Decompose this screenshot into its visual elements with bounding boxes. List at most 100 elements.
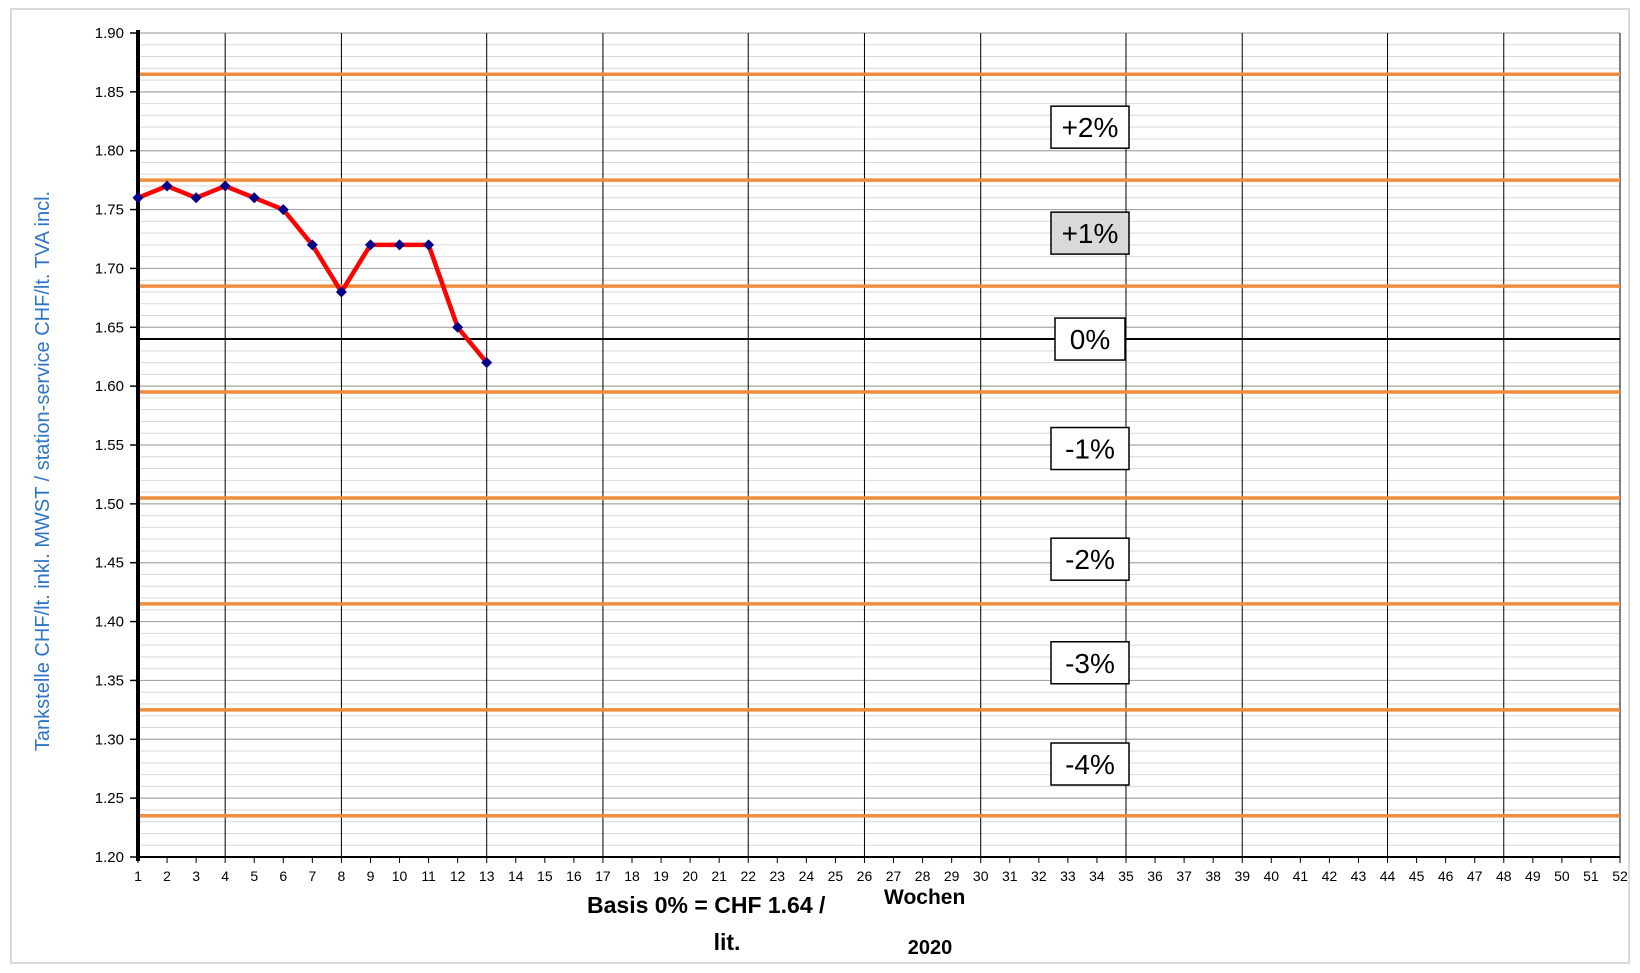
x-tick-label: 12 [450,868,466,884]
x-tick-label: 6 [279,868,287,884]
x-tick-label: 9 [367,868,375,884]
x-tick-label: 34 [1089,868,1105,884]
data-point [132,192,144,204]
data-point [335,286,347,298]
band-label-text: +1% [1062,218,1119,249]
x-tick-label: 39 [1234,868,1250,884]
band-label-box [1050,105,1130,149]
x-tick-label: 33 [1060,868,1076,884]
band-labels: +2% +1% 0% -1% -2% -3% -4% [1050,105,1130,786]
x-tick-label: 14 [508,868,524,884]
band-label-text: -1% [1065,434,1115,465]
data-point [306,239,318,251]
y-tick-labels: 1.20 1.25 1.30 1.35 1.40 1.45 1.50 1.55 1.60 1.65… [95,25,138,866]
x-tick-label: 52 [1612,868,1628,884]
data-point [161,180,173,192]
chart-frame [10,8,1630,964]
x-tick-label: 5 [250,868,258,884]
y-tick-label: 1.75 [95,202,124,219]
x-tick-label: 24 [799,868,815,884]
y-tick-label: 1.25 [95,790,124,807]
x-tick-label: 2 [163,868,171,884]
x-tick-label: 11 [421,868,436,884]
x-tick-label: 40 [1264,868,1280,884]
y-tick-label: 1.20 [95,849,124,866]
band-label-box [1054,317,1126,361]
data-point [481,357,493,369]
x-tick-label: 28 [915,868,931,884]
x-tick-label: 4 [221,868,229,884]
y-tick-label: 1.35 [95,672,124,689]
band-label-text: -4% [1065,749,1115,780]
x-tick-label: 26 [857,868,873,884]
x-tick-label: 21 [711,868,727,884]
y-tick-label: 1.80 [95,143,124,160]
data-point [277,204,289,216]
basis-label-line2: lit. [714,929,741,955]
y-tick-label: 1.50 [95,496,124,513]
x-tick-label: 45 [1409,868,1425,884]
data-point [452,321,464,333]
band-label-text: -3% [1065,648,1115,679]
x-tick-label: 44 [1380,868,1396,884]
y-axis-label: Tankstelle CHF/lt. inkl. MWST / station-… [32,191,54,751]
x-tick-label: 3 [192,868,200,884]
x-tick-label: 42 [1322,868,1338,884]
x-tick-label: 31 [1002,868,1018,884]
x-tick-label: 25 [828,868,844,884]
x-tick-label: 46 [1438,868,1454,884]
data-point [423,239,435,251]
x-tick-label: 35 [1118,868,1134,884]
x-tick-label: 16 [566,868,582,884]
year-label: 2020 [908,937,953,959]
x-tick-label: 1 [134,868,142,884]
band-label-box [1050,641,1130,685]
price-line [135,183,489,365]
x-tick-label: 18 [624,868,640,884]
x-tick-label: 43 [1351,868,1367,884]
band-label-text: 0% [1070,324,1110,355]
band-label-text: -2% [1065,544,1115,575]
y-tick-label: 1.90 [95,25,124,42]
y-tick-label: 1.30 [95,731,124,748]
y-tick-label: 1.55 [95,437,124,454]
data-point [190,192,202,204]
x-tick-label: 8 [338,868,346,884]
data-series [132,180,493,369]
y-tick-label: 1.60 [95,378,124,395]
data-point [394,239,406,251]
y-tick-label: 1.85 [95,84,124,101]
x-tick-label: 23 [770,868,786,884]
x-tick-label: 32 [1031,868,1047,884]
x-tick-label: 48 [1496,868,1512,884]
x-tick-label: 19 [653,868,669,884]
x-tick-label: 15 [537,868,553,884]
x-tick-label: 38 [1205,868,1221,884]
band-label-text: +2% [1062,112,1119,143]
x-axis-label: Wochen [884,886,965,909]
y-tick-label: 1.45 [95,555,124,572]
x-tick-label: 36 [1147,868,1163,884]
x-tick-label: 30 [973,868,989,884]
x-tick-label: 22 [740,868,756,884]
x-tick-label: 17 [595,868,611,884]
x-tick-label: 7 [308,868,316,884]
x-tick-label: 37 [1176,868,1192,884]
x-tick-label: 50 [1554,868,1570,884]
x-tick-label: 41 [1293,868,1309,884]
band-label-box [1050,426,1130,471]
x-tick-label: 51 [1583,868,1599,884]
data-point [219,180,231,192]
y-tick-label: 1.40 [95,614,124,631]
x-tick-label: 10 [392,868,408,884]
x-tick-label: 47 [1467,868,1483,884]
band-label-box [1050,742,1130,786]
x-tick-labels: 1 2 3 4 5 6 7 8 9 10 11 12 13 14 15 16 17 18 19 20 21 22 23 24 2… [134,857,1628,884]
x-tick-label: 27 [886,868,902,884]
band-label-box [1050,537,1130,581]
y-tick-label: 1.70 [95,260,124,277]
data-point [248,192,260,204]
x-tick-label: 49 [1525,868,1541,884]
basis-label-line1: Basis 0% = CHF 1.64 / [587,892,826,918]
